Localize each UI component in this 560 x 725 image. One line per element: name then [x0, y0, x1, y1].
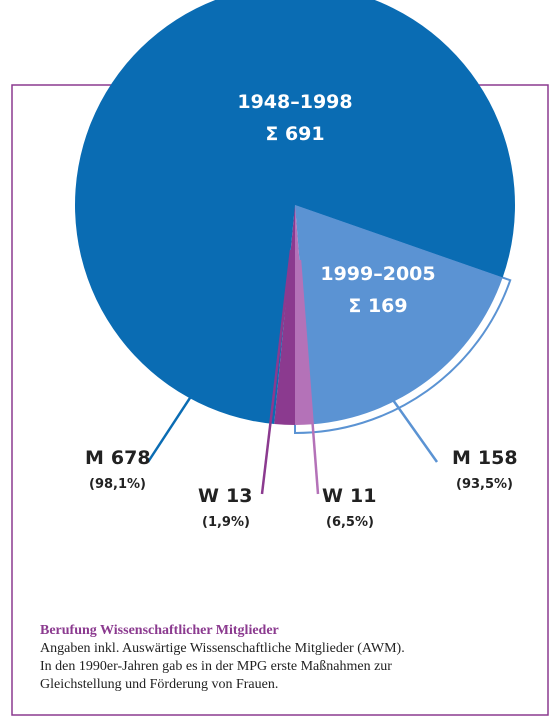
segment-value: 678 — [111, 447, 151, 469]
segment-name: W — [322, 485, 343, 507]
period-total: Σ 691 — [265, 123, 324, 145]
pie-slice — [75, 0, 515, 425]
segment-name: M — [85, 447, 104, 469]
segment-label: M 678 — [85, 447, 151, 469]
pie-slice — [295, 205, 503, 425]
period-label: 1999–2005 — [320, 263, 435, 285]
leader-line — [146, 374, 207, 463]
leader-line — [391, 399, 439, 463]
caption-title: Berufung Wissenschaftlicher Mitglieder — [40, 623, 279, 638]
caption-line: Angaben inkl. Auswärtige Wissenschaftlic… — [40, 641, 405, 656]
labels: 1948–1998 Σ 691 1999–2005 Σ 169 M 678 (98,1%) W… — [85, 91, 518, 530]
segment-value: 158 — [478, 447, 518, 469]
segment-value: 11 — [350, 485, 376, 507]
segment-value: 13 — [226, 485, 252, 507]
pie — [75, 0, 515, 435]
segment-share: (98,1%) — [89, 477, 146, 492]
segment-name: W — [198, 485, 219, 507]
period-label: 1948–1998 — [237, 91, 352, 113]
leader-line — [260, 249, 293, 495]
segment-label: W 11 — [322, 485, 376, 507]
segment-name: M — [452, 447, 471, 469]
caption-line: Gleichstellung und Förderung von Frauen. — [40, 677, 278, 692]
leader-line — [298, 259, 320, 495]
segment-label: W 13 — [198, 485, 252, 507]
period-total: Σ 169 — [348, 295, 407, 317]
caption-line: In den 1990er-Jahren gab es in der MPG e… — [40, 659, 392, 674]
segment-share: (6,5%) — [326, 515, 374, 530]
segment-share: (1,9%) — [202, 515, 250, 530]
segment-share: (93,5%) — [456, 477, 513, 492]
segment-label: M 158 — [452, 447, 518, 469]
